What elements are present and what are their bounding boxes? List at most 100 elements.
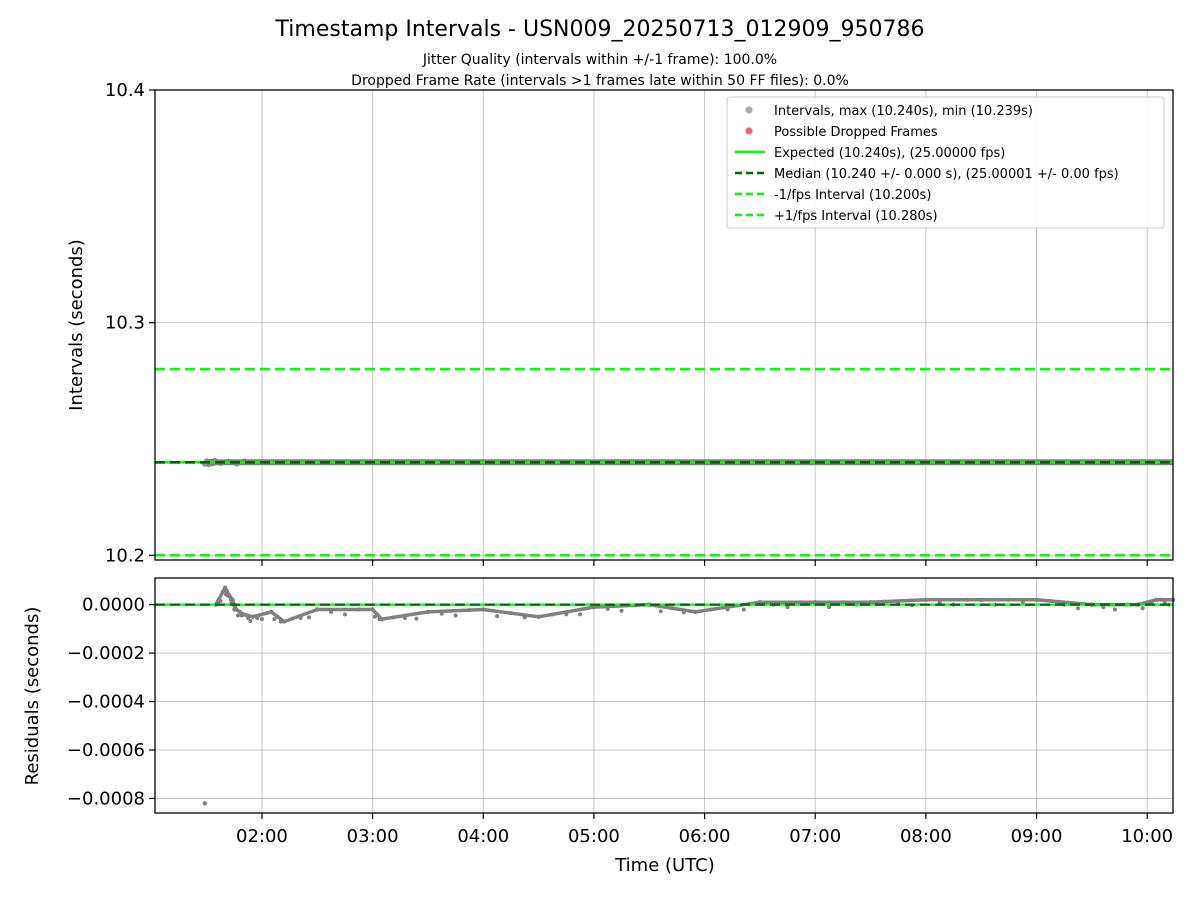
residual-point (1112, 607, 1117, 612)
residuals-y-tick-label: −0.0006 (67, 740, 145, 761)
residual-point (658, 609, 663, 614)
residual-point (799, 600, 804, 605)
residual-point (235, 613, 240, 618)
residuals-y-axis-label: Residuals (seconds) (22, 607, 43, 786)
residual-point (220, 589, 225, 594)
residuals-axes-frame (154, 577, 1174, 814)
x-tick-label: 10:00 (1121, 826, 1173, 847)
intervals-axes-frame (154, 89, 1174, 561)
residual-point (1101, 605, 1106, 610)
residual-point (1145, 600, 1150, 605)
residual-point (564, 612, 569, 617)
residual-point (306, 615, 311, 620)
residuals-y-tick-label: −0.0004 (67, 692, 145, 713)
residual-point (522, 615, 527, 620)
residual-point (298, 615, 303, 620)
residual-point (550, 612, 555, 617)
chart-subtitle-line-2: Dropped Frame Rate (intervals >1 frames … (351, 73, 849, 89)
residual-point (453, 613, 458, 618)
x-tick-label: 05:00 (568, 826, 620, 847)
residual-point (1020, 600, 1025, 605)
residual-point (290, 616, 295, 621)
legend-box (726, 96, 1165, 229)
residual-point (439, 611, 444, 616)
residual-point (342, 612, 347, 617)
residual-point (578, 612, 583, 617)
residual-point (243, 612, 248, 617)
intervals-y-axis-label: Intervals (seconds) (66, 239, 87, 411)
residual-point (248, 619, 253, 624)
residuals-y-tick-label: −0.0008 (67, 788, 145, 809)
residual-point (725, 607, 730, 612)
residual-point (356, 607, 361, 612)
legend-label-2: Expected (10.240s), (25.00000 fps) (774, 146, 1005, 161)
residual-point (233, 605, 238, 610)
residual-point (840, 600, 845, 605)
residual-point (272, 617, 277, 622)
residual-point (228, 597, 233, 602)
residual-point (670, 606, 675, 611)
residual-point (1162, 600, 1167, 605)
legend-label-5: +1/fps Interval (10.280s) (774, 209, 938, 224)
legend-marker-1 (745, 127, 753, 135)
residual-point (264, 611, 269, 616)
residual-point (467, 608, 472, 613)
residual-point (246, 615, 251, 620)
residual-point (1048, 599, 1053, 604)
residual-point (329, 609, 334, 614)
residual-point (619, 608, 624, 613)
residual-point (227, 594, 232, 599)
residual-point (202, 801, 207, 806)
residuals-y-tick-label: 0.0000 (82, 595, 145, 616)
residual-point (1006, 597, 1011, 602)
residual-point (495, 614, 500, 619)
legend: Intervals, max (10.240s), min (10.239s) P… (726, 96, 1165, 229)
residual-point (218, 599, 223, 604)
residual-point (1076, 606, 1081, 611)
residuals-y-tick-label: −0.0002 (67, 643, 145, 664)
residual-point (224, 589, 229, 594)
residual-point (391, 615, 396, 620)
intervals-y-tick-label: 10.4 (105, 80, 145, 101)
chart-subtitle-line-1: Jitter Quality (intervals within +/-1 fr… (422, 52, 777, 68)
x-tick-label: 07:00 (789, 826, 841, 847)
residual-point (275, 614, 280, 619)
residual-point (605, 606, 610, 611)
legend-label-0: Intervals, max (10.240s), min (10.239s) (774, 104, 1033, 119)
residual-point (1158, 597, 1163, 602)
legend-label-3: Median (10.240 +/- 0.000 s), (25.00001 +… (774, 167, 1119, 182)
legend-marker-0 (745, 106, 753, 114)
residual-point (965, 597, 970, 602)
residual-point (741, 607, 746, 612)
legend-label-1: Possible Dropped Frames (774, 125, 938, 140)
residual-point (402, 615, 407, 620)
intervals-y-tick-label: 10.2 (105, 545, 145, 566)
residual-point (239, 613, 244, 618)
residual-point (414, 616, 419, 621)
intervals-y-tick-label: 10.3 (105, 313, 145, 334)
x-tick-label: 06:00 (679, 826, 731, 847)
x-tick-label: 09:00 (1011, 826, 1063, 847)
residual-point (937, 600, 942, 605)
residual-point (237, 609, 242, 614)
x-tick-label: 08:00 (900, 826, 952, 847)
residual-point (1140, 606, 1145, 611)
residuals-panel: 0.0000 −0.0002 −0.0004 −0.0006 −0.0008 02:00 0… (67, 577, 1176, 847)
residual-point (259, 617, 264, 622)
x-tick-label: 02:00 (236, 826, 288, 847)
residual-point (508, 611, 513, 616)
x-tick-label: 03:00 (347, 826, 399, 847)
legend-label-4: -1/fps Interval (10.200s) (774, 188, 931, 203)
residual-point (255, 615, 260, 620)
residual-point (709, 607, 714, 612)
chart-title: Timestamp Intervals - USN009_20250713_01… (275, 17, 925, 42)
residual-point (882, 599, 887, 604)
residual-point (375, 612, 380, 617)
residual-point (785, 605, 790, 610)
residual-point (827, 605, 832, 610)
residual-point (278, 619, 283, 624)
x-tick-label: 04:00 (457, 826, 509, 847)
residual-point (681, 610, 686, 615)
residual-point (377, 617, 382, 622)
